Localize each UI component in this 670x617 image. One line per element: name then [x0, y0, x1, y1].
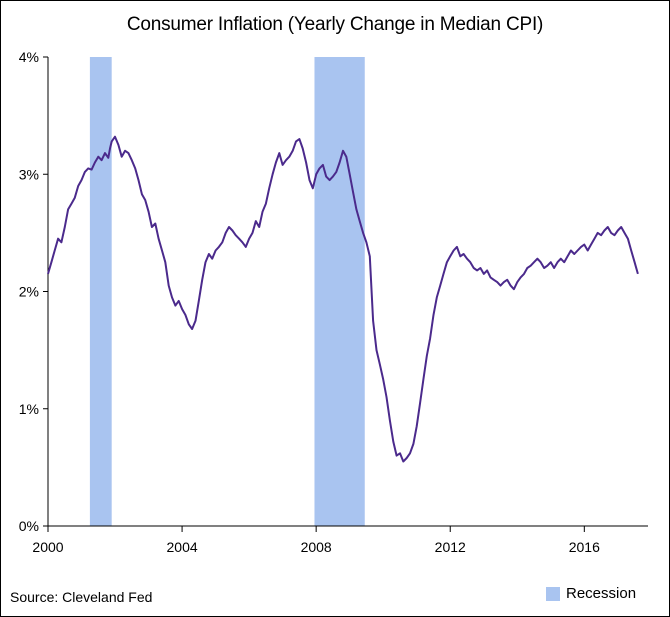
series-line-median-cpi: [47, 135, 639, 463]
y-tick-label: 1%: [19, 401, 39, 417]
x-tick-label: 2000: [32, 539, 63, 555]
recession-band-2: [314, 57, 365, 526]
legend: Recession: [546, 585, 636, 602]
y-tick-label: 4%: [19, 49, 39, 65]
source-note: Source: Cleveland Fed: [10, 589, 153, 605]
y-tick-label: 2%: [19, 284, 39, 300]
recession-legend-swatch: [546, 586, 560, 601]
x-tick-label: 2016: [569, 539, 600, 555]
x-tick-label: 2012: [435, 539, 466, 555]
recession-band-1: [89, 57, 112, 526]
chart-title: Consumer Inflation (Yearly Change in Med…: [126, 14, 544, 35]
recession-legend-label: Recession: [566, 585, 637, 602]
y-tick-label: 3%: [19, 166, 39, 182]
y-tick-label: 0%: [19, 518, 39, 534]
x-tick-label: 2004: [167, 539, 198, 555]
x-tick-label: 2008: [301, 539, 332, 555]
